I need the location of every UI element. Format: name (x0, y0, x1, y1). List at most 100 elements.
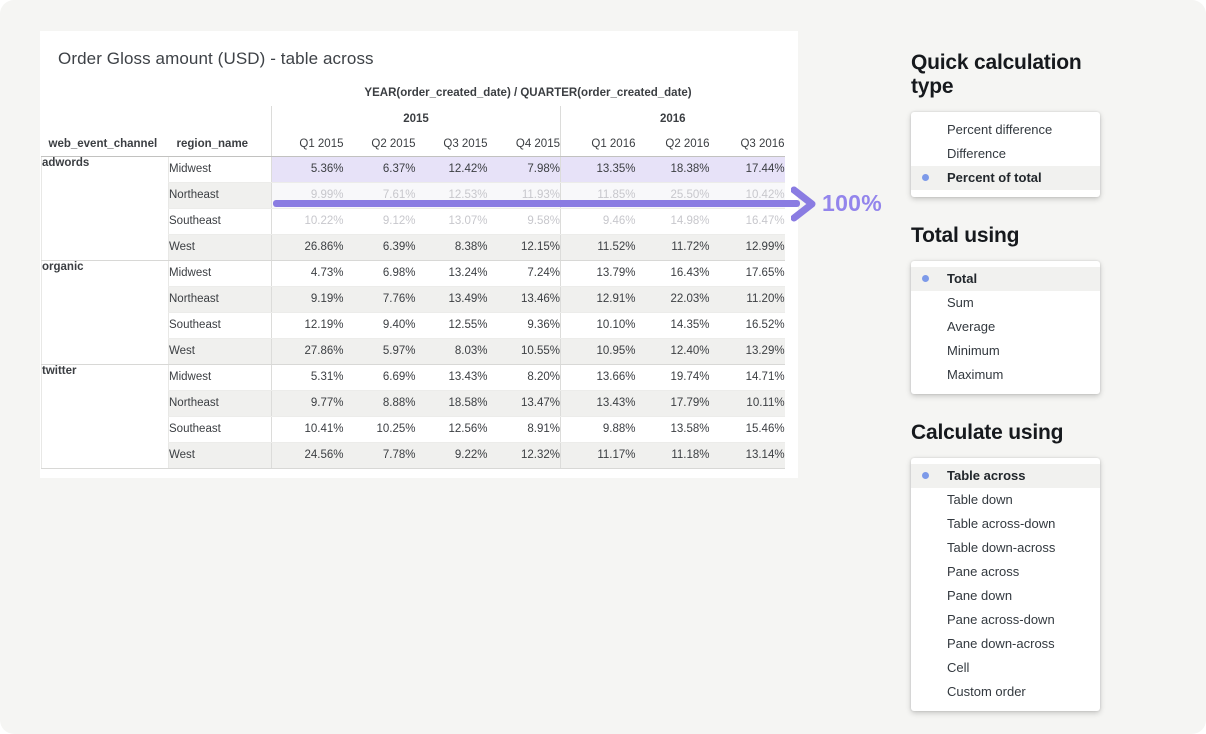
value-cell[interactable]: 13.24% (415, 260, 488, 287)
value-cell[interactable]: 12.40% (635, 338, 710, 365)
value-cell[interactable]: 7.78% (343, 442, 416, 469)
value-cell[interactable]: 8.88% (343, 390, 416, 417)
value-cell[interactable]: 13.66% (560, 364, 636, 391)
channel-cell[interactable]: twitter (41, 364, 169, 469)
panel-item-minimum[interactable]: Minimum (911, 339, 1100, 363)
value-cell[interactable]: 13.43% (560, 390, 636, 417)
region-cell[interactable]: Southeast (168, 416, 272, 443)
value-cell[interactable]: 8.03% (415, 338, 488, 365)
value-cell[interactable]: 9.40% (343, 312, 416, 339)
value-cell[interactable]: 6.98% (343, 260, 416, 287)
region-cell[interactable]: West (168, 234, 272, 261)
column-header-quarter[interactable]: Q2 2016 (635, 132, 710, 157)
value-cell[interactable]: 19.74% (635, 364, 710, 391)
region-cell[interactable]: Midwest (168, 364, 272, 391)
region-cell[interactable]: Northeast (168, 390, 272, 417)
value-cell[interactable]: 12.99% (709, 234, 785, 261)
value-cell[interactable]: 13.49% (415, 286, 488, 313)
value-cell[interactable]: 26.86% (271, 234, 344, 261)
value-cell[interactable]: 18.38% (635, 156, 710, 183)
value-cell[interactable]: 10.22% (271, 208, 344, 235)
value-cell[interactable]: 11.72% (635, 234, 710, 261)
value-cell[interactable]: 12.32% (487, 442, 561, 469)
panel-item-custom-order[interactable]: Custom order (911, 680, 1100, 704)
channel-cell[interactable]: adwords (41, 156, 169, 261)
value-cell[interactable]: 12.91% (560, 286, 636, 313)
value-cell[interactable]: 12.56% (415, 416, 488, 443)
panel-item-pane-across-down[interactable]: Pane across-down (911, 608, 1100, 632)
value-cell[interactable]: 8.20% (487, 364, 561, 391)
value-cell[interactable]: 18.58% (415, 390, 488, 417)
value-cell[interactable]: 6.69% (343, 364, 416, 391)
panel-item-difference[interactable]: Difference (911, 142, 1100, 166)
value-cell[interactable]: 17.65% (709, 260, 785, 287)
row-header-region-name[interactable]: region_name (168, 132, 272, 157)
channel-cell[interactable]: organic (41, 260, 169, 365)
panel-item-table-down[interactable]: Table down (911, 488, 1100, 512)
value-cell[interactable]: 24.56% (271, 442, 344, 469)
value-cell[interactable]: 11.20% (709, 286, 785, 313)
value-cell[interactable]: 11.18% (635, 442, 710, 469)
column-header-quarter[interactable]: Q3 2016 (709, 132, 785, 157)
region-cell[interactable]: West (168, 338, 272, 365)
column-header-quarter[interactable]: Q3 2015 (415, 132, 488, 157)
value-cell[interactable]: 17.79% (635, 390, 710, 417)
value-cell[interactable]: 13.43% (415, 364, 488, 391)
panel-item-pane-down[interactable]: Pane down (911, 584, 1100, 608)
value-cell[interactable]: 6.39% (343, 234, 416, 261)
value-cell[interactable]: 9.22% (415, 442, 488, 469)
value-cell[interactable]: 5.36% (271, 156, 344, 183)
value-cell[interactable]: 9.58% (487, 208, 561, 235)
value-cell[interactable]: 12.55% (415, 312, 488, 339)
value-cell[interactable]: 11.52% (560, 234, 636, 261)
value-cell[interactable]: 17.44% (709, 156, 785, 183)
value-cell[interactable]: 13.46% (487, 286, 561, 313)
value-cell[interactable]: 9.36% (487, 312, 561, 339)
region-cell[interactable]: Northeast (168, 286, 272, 313)
region-cell[interactable]: Southeast (168, 312, 272, 339)
value-cell[interactable]: 13.35% (560, 156, 636, 183)
panel-item-table-down-across[interactable]: Table down-across (911, 536, 1100, 560)
value-cell[interactable]: 9.77% (271, 390, 344, 417)
value-cell[interactable]: 7.76% (343, 286, 416, 313)
panel-item-pane-across[interactable]: Pane across (911, 560, 1100, 584)
value-cell[interactable]: 15.46% (709, 416, 785, 443)
region-cell[interactable]: Midwest (168, 260, 272, 287)
value-cell[interactable]: 27.86% (271, 338, 344, 365)
value-cell[interactable]: 10.95% (560, 338, 636, 365)
value-cell[interactable]: 10.25% (343, 416, 416, 443)
value-cell[interactable]: 13.79% (560, 260, 636, 287)
value-cell[interactable]: 13.58% (635, 416, 710, 443)
value-cell[interactable]: 13.47% (487, 390, 561, 417)
panel-item-maximum[interactable]: Maximum (911, 363, 1100, 387)
panel-item-percent-difference[interactable]: Percent difference (911, 118, 1100, 142)
panel-item-table-across[interactable]: Table across (911, 464, 1100, 488)
value-cell[interactable]: 12.15% (487, 234, 561, 261)
value-cell[interactable]: 12.19% (271, 312, 344, 339)
value-cell[interactable]: 16.43% (635, 260, 710, 287)
value-cell[interactable]: 4.73% (271, 260, 344, 287)
panel-item-percent-of-total[interactable]: Percent of total (911, 166, 1100, 190)
region-cell[interactable]: Midwest (168, 156, 272, 183)
panel-item-table-across-down[interactable]: Table across-down (911, 512, 1100, 536)
panel-item-average[interactable]: Average (911, 315, 1100, 339)
value-cell[interactable]: 10.10% (560, 312, 636, 339)
value-cell[interactable]: 22.03% (635, 286, 710, 313)
value-cell[interactable]: 7.24% (487, 260, 561, 287)
value-cell[interactable]: 14.35% (635, 312, 710, 339)
column-header-quarter[interactable]: Q4 2015 (487, 132, 561, 157)
value-cell[interactable]: 13.29% (709, 338, 785, 365)
panel-item-pane-down-across[interactable]: Pane down-across (911, 632, 1100, 656)
column-header-quarter[interactable]: Q2 2015 (343, 132, 416, 157)
value-cell[interactable]: 11.17% (560, 442, 636, 469)
value-cell[interactable]: 16.47% (709, 208, 785, 235)
column-header-quarter[interactable]: Q1 2015 (271, 132, 344, 157)
value-cell[interactable]: 8.38% (415, 234, 488, 261)
value-cell[interactable]: 13.14% (709, 442, 785, 469)
value-cell[interactable]: 8.91% (487, 416, 561, 443)
row-header-web-event-channel[interactable]: web_event_channel (41, 132, 169, 157)
value-cell[interactable]: 14.98% (635, 208, 710, 235)
value-cell[interactable]: 5.97% (343, 338, 416, 365)
value-cell[interactable]: 9.88% (560, 416, 636, 443)
panel-item-total[interactable]: Total (911, 267, 1100, 291)
